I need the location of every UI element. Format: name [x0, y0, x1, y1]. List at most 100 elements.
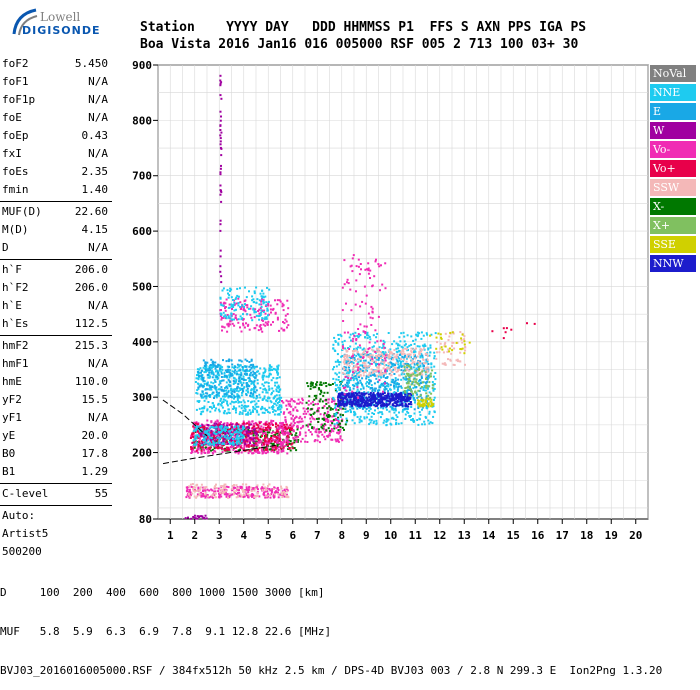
scatter-point [337, 399, 339, 401]
scatter-point [226, 412, 228, 414]
scatter-point [406, 356, 408, 358]
scatter-point [386, 409, 388, 411]
scatter-point [364, 354, 366, 356]
scatter-point [286, 400, 288, 402]
scatter-point [292, 415, 294, 417]
scatter-point [284, 416, 286, 418]
scatter-point [223, 316, 225, 318]
scatter-point [276, 442, 278, 444]
scatter-point [391, 352, 393, 354]
scatter-point [249, 495, 251, 497]
scatter-point [414, 357, 416, 359]
scatter-point [365, 349, 367, 351]
scatter-point [257, 379, 259, 381]
scatter-point [257, 382, 259, 384]
scatter-point [421, 423, 423, 425]
scatter-point [206, 409, 208, 411]
scatter-point [285, 427, 287, 429]
scatter-point [226, 447, 228, 449]
scatter-point [281, 444, 283, 446]
scatter-point [234, 369, 236, 371]
scatter-point [343, 361, 345, 363]
scatter-point [279, 299, 281, 301]
scatter-point [355, 343, 357, 345]
scatter-point [208, 395, 210, 397]
scatter-point [226, 387, 228, 389]
scatter-point [318, 389, 320, 391]
scatter-point [233, 401, 235, 403]
scatter-point [303, 413, 305, 415]
scatter-point [354, 396, 356, 398]
scatter-point [266, 308, 268, 310]
scatter-point [417, 335, 419, 337]
scatter-point [279, 438, 281, 440]
scatter-point [380, 416, 382, 418]
scatter-point [429, 411, 431, 413]
scatter-point [287, 444, 289, 446]
scatter-point [319, 384, 321, 386]
scatter-point [252, 308, 254, 310]
scatter-point [231, 366, 233, 368]
scatter-point [257, 406, 259, 408]
scatter-point [343, 379, 345, 381]
scatter-point [306, 424, 308, 426]
scatter-point [339, 438, 341, 440]
scatter-point [214, 381, 216, 383]
scatter-point [367, 335, 369, 337]
scatter-point [207, 439, 209, 441]
scatter-point [364, 393, 366, 395]
scatter-point [339, 384, 341, 386]
scatter-point [391, 417, 393, 419]
scatter-point [231, 359, 233, 361]
scatter-point [340, 397, 342, 399]
scatter-point [258, 451, 260, 453]
scatter-point [267, 324, 269, 326]
scatter-point [293, 419, 295, 421]
scatter-point [318, 428, 320, 430]
scatter-point [244, 299, 246, 301]
scatter-point [376, 333, 378, 335]
scatter-point [201, 395, 203, 397]
scatter-point [269, 364, 271, 366]
scatter-point [375, 361, 377, 363]
scatter-point [316, 418, 318, 420]
scatter-point [410, 401, 412, 403]
scatter-point [242, 313, 244, 315]
scatter-point [232, 323, 234, 325]
scatter-point [339, 423, 341, 425]
scatter-point [204, 494, 206, 496]
scatter-point [242, 366, 244, 368]
scatter-point [223, 287, 225, 289]
scatter-point [388, 400, 390, 402]
scatter-point [204, 497, 206, 499]
scatter-point [249, 369, 251, 371]
scatter-point [430, 347, 432, 349]
scatter-point [262, 317, 264, 319]
scatter-point [258, 439, 260, 441]
scatter-point [332, 383, 334, 385]
scatter-point [233, 406, 235, 408]
scatter-point [389, 388, 391, 390]
scatter-point [220, 431, 222, 433]
scatter-point [210, 406, 212, 408]
scatter-point [263, 494, 265, 496]
scatter-point [208, 372, 210, 374]
scatter-point [251, 367, 253, 369]
scatter-point [400, 400, 402, 402]
scatter-point [235, 409, 237, 411]
scatter-point [371, 416, 373, 418]
scatter-point [415, 386, 417, 388]
scatter-point [313, 399, 315, 401]
scatter-point [370, 404, 372, 406]
scatter-point [287, 313, 289, 315]
scatter-point [209, 369, 211, 371]
scatter-point [403, 332, 405, 334]
scatter-point [203, 437, 205, 439]
scatter-point [421, 377, 423, 379]
scatter-point [432, 381, 434, 383]
scatter-point [205, 392, 207, 394]
scatter-point [394, 364, 396, 366]
scatter-point [247, 414, 249, 416]
scatter-point [298, 399, 300, 401]
scatter-point [343, 405, 345, 407]
